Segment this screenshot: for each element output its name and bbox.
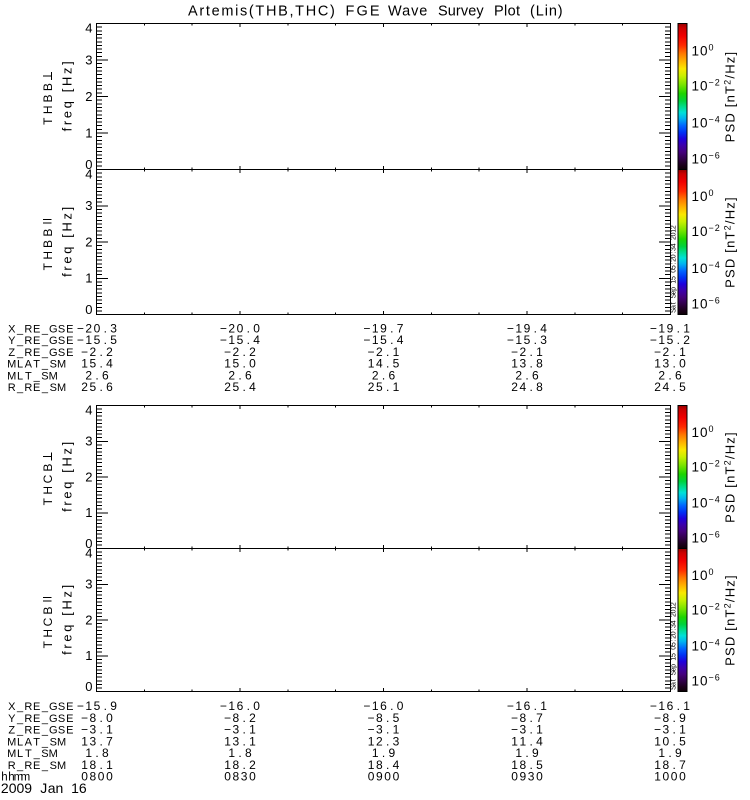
svg-text:100: 100 [692,567,715,583]
svg-text:10−4: 10−4 [692,638,721,654]
svg-text:1.8: 1.8 [228,746,252,760]
svg-text:10−6: 10−6 [692,530,721,546]
svg-text:Survey: Survey [438,4,484,20]
svg-text:freq [Hz]: freq [Hz] [59,439,74,512]
svg-text:2: 2 [85,469,92,484]
svg-text:100: 100 [692,424,715,440]
svg-text:4: 4 [85,20,92,35]
svg-text:2.6: 2.6 [515,368,539,382]
svg-text:THCB: THCB [41,464,55,506]
svg-text:4: 4 [85,545,92,560]
svg-text:0: 0 [85,302,92,317]
svg-text:1.8: 1.8 [85,746,109,760]
svg-text:2.6: 2.6 [372,368,396,382]
svg-text:4: 4 [85,402,92,417]
svg-text:0900: 0900 [368,770,400,784]
svg-text:10−2: 10−2 [692,601,721,617]
svg-text:0: 0 [85,157,92,172]
svg-text:MLAT_SM: MLAT_SM [7,736,66,748]
svg-text:0930: 0930 [511,770,543,784]
svg-text:2.6: 2.6 [85,368,109,382]
svg-text:Y_RE_GSE: Y_RE_GSE [8,335,73,347]
svg-text:10−2: 10−2 [692,458,721,474]
svg-text:freq [Hz]: freq [Hz] [59,59,74,132]
svg-text:100: 100 [692,188,715,204]
svg-text:10−2: 10−2 [692,223,721,239]
svg-text:SatSep1505:20:342012: SatSep1505:20:342012 [671,225,678,313]
svg-text:3: 3 [85,52,92,67]
svg-text:0: 0 [85,536,92,551]
svg-text:1.9: 1.9 [372,746,396,760]
svg-text:PSD [nT2/Hz]: PSD [nT2/Hz] [723,51,738,143]
svg-text:Artemis(THB,THC): Artemis(THB,THC) [188,4,337,20]
svg-text:10−4: 10−4 [692,260,721,276]
svg-text:Z_RE_GSE: Z_RE_GSE [8,347,73,359]
svg-text:R_RE_SM: R_RE_SM [8,382,66,394]
svg-text:0: 0 [85,679,92,694]
svg-text:hhmm: hhmm [1,772,30,784]
svg-text:1: 1 [85,505,92,520]
svg-text:1000: 1000 [654,770,686,784]
svg-text:X_RE_GSE: X_RE_GSE [8,701,73,713]
svg-text:R_RE_SM: R_RE_SM [8,760,66,772]
svg-text:2.6: 2.6 [228,368,252,382]
svg-text:X_RE_GSE: X_RE_GSE [8,324,73,336]
svg-text:3: 3 [85,577,92,592]
svg-text:PSD [nT2/Hz]: PSD [nT2/Hz] [723,431,738,523]
svg-text:1: 1 [85,648,92,663]
svg-text:Wave: Wave [388,4,428,20]
svg-text:Y_RE_GSE: Y_RE_GSE [8,713,73,725]
svg-text:freq [Hz]: freq [Hz] [59,204,74,277]
svg-text:MLT_SM: MLT_SM [7,370,58,382]
svg-text:4: 4 [85,166,92,181]
svg-text:PSD [nT2/Hz]: PSD [nT2/Hz] [723,196,738,288]
svg-text:SatSep1505:20:342012: SatSep1505:20:342012 [671,602,678,690]
svg-text:FGE: FGE [346,4,382,20]
svg-text:Z_RE_GSE: Z_RE_GSE [8,725,73,737]
svg-text:0800: 0800 [81,770,113,784]
svg-text:PSD [nT2/Hz]: PSD [nT2/Hz] [723,574,738,666]
svg-text:10−6: 10−6 [692,673,721,689]
svg-text:1.9: 1.9 [658,746,682,760]
svg-text:100: 100 [692,42,715,58]
svg-text:2: 2 [85,89,92,104]
svg-text:MLAT_SM: MLAT_SM [7,359,66,371]
svg-text:10−6: 10−6 [692,295,721,311]
svg-text:10−2: 10−2 [692,78,721,94]
svg-text:10−6: 10−6 [692,150,721,166]
svg-text:(Lin): (Lin) [530,4,564,20]
svg-text:2.6: 2.6 [658,368,682,382]
svg-text:2: 2 [85,612,92,627]
svg-text:freq [Hz]: freq [Hz] [59,582,74,655]
svg-text:THBB: THBB [41,229,55,271]
svg-text:3: 3 [85,434,92,449]
svg-text:1: 1 [85,125,92,140]
svg-text:1.9: 1.9 [515,746,539,760]
svg-text:Plot: Plot [494,4,520,20]
svg-text:MLT_SM: MLT_SM [7,748,58,760]
svg-text:3: 3 [85,198,92,213]
svg-text:1: 1 [85,271,92,286]
svg-text:2: 2 [85,234,92,249]
svg-text:10−4: 10−4 [692,115,721,131]
svg-text:0830: 0830 [224,770,256,784]
svg-text:2009Jan16: 2009Jan16 [1,780,87,796]
svg-text:THBB: THBB [41,83,55,125]
svg-text:THCB: THCB [41,607,55,649]
svg-text:10−4: 10−4 [692,495,721,511]
